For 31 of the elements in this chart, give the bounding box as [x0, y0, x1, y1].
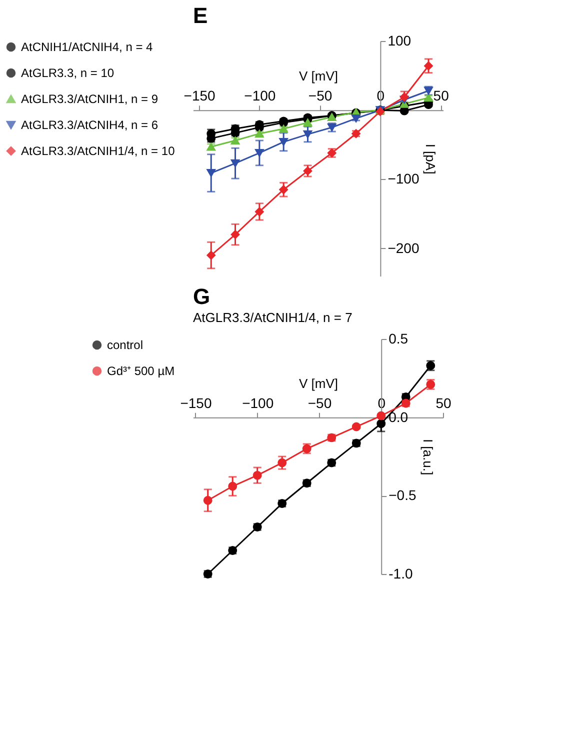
- x-tick-label: −150: [180, 394, 212, 411]
- legend-label: Gd³⁺ 500 µM: [107, 364, 175, 378]
- chart-title: G: [193, 284, 210, 309]
- x-tick-label: 50: [433, 88, 450, 104]
- x-tick-label: −100: [242, 394, 274, 411]
- y-axis-title: I [a.u.]: [420, 438, 436, 476]
- legend-label: AtGLR3.3/AtCNIH1, n = 9: [21, 92, 158, 106]
- x-tick-label: −100: [244, 88, 276, 104]
- legend-label: AtGLR3.3/AtCNIH1/4, n = 10: [21, 144, 176, 158]
- x-tick-label: 50: [436, 394, 452, 411]
- x-tick-label: 0: [378, 394, 386, 411]
- y-tick-label: -1.0: [388, 566, 413, 582]
- x-axis-title: V [mV]: [298, 68, 338, 84]
- legend-label: AtGLR3.3, n = 10: [21, 66, 114, 80]
- x-tick-label: −150: [184, 88, 216, 104]
- y-tick-label: 0.5: [388, 330, 408, 346]
- x-tick-label: −50: [308, 88, 332, 104]
- y-tick-label: 100: [388, 32, 412, 48]
- x-tick-label: −50: [308, 394, 332, 411]
- y-axis-title: I [pA]: [423, 144, 438, 174]
- legend-label: AtCNIH1/AtCNIH4, n = 4: [21, 40, 154, 54]
- legend-label: control: [107, 338, 144, 352]
- x-tick-label: 0: [376, 88, 385, 104]
- x-axis-title: V [mV]: [298, 376, 338, 391]
- chart-subtitle: AtGLR3.3/AtCNIH1/4, n = 7: [193, 310, 352, 325]
- y-tick-label: −100: [388, 170, 420, 187]
- chart-title: E: [193, 3, 208, 28]
- y-tick-label: −0.5: [388, 487, 416, 504]
- y-tick-label: −200: [388, 240, 420, 256]
- legend-label: AtGLR3.3/AtCNIH4, n = 6: [21, 118, 158, 132]
- y-tick-label: 0.0: [388, 408, 408, 425]
